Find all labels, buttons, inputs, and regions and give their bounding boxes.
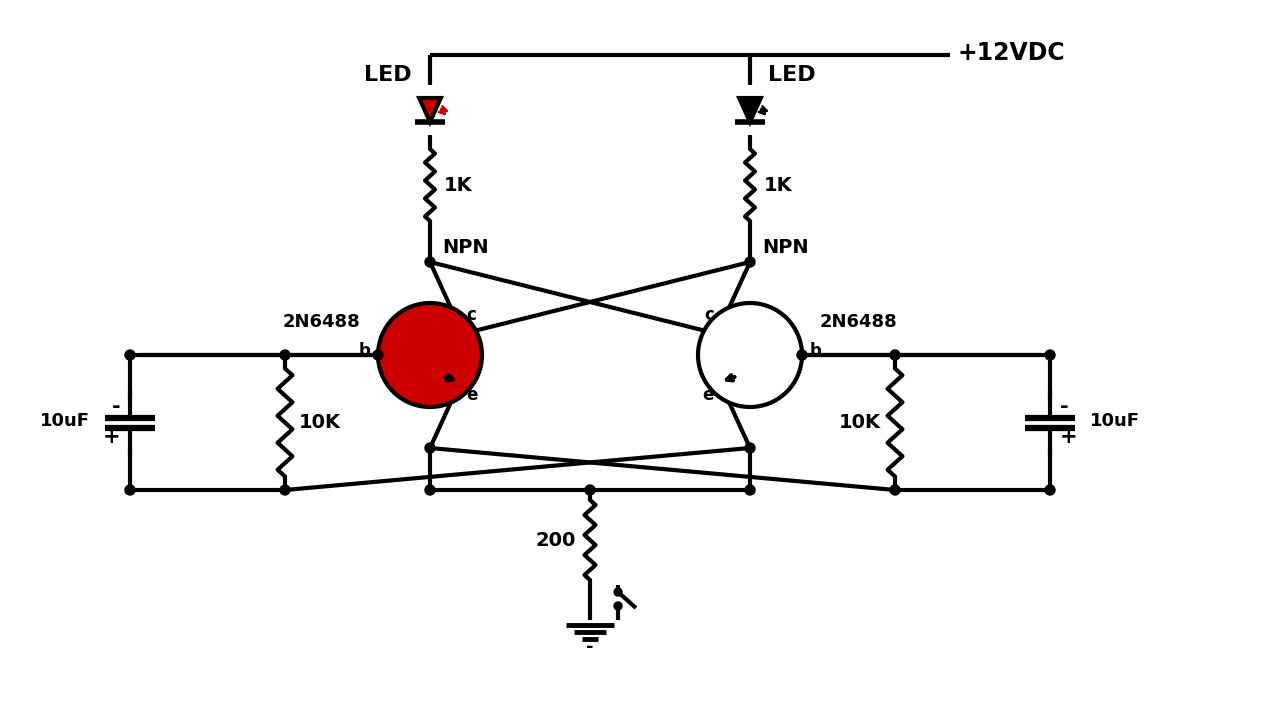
Polygon shape [420,98,440,122]
Text: -: - [1060,397,1069,416]
Text: e: e [703,386,714,404]
Text: b: b [810,342,822,360]
Circle shape [745,485,755,495]
Circle shape [1044,350,1055,360]
Text: 2N6488: 2N6488 [820,313,897,331]
Circle shape [614,588,622,596]
Circle shape [280,350,291,360]
Circle shape [125,350,134,360]
Circle shape [425,257,435,267]
Text: LED: LED [365,65,412,85]
Circle shape [125,485,134,495]
Text: LED: LED [768,65,815,85]
Text: 200: 200 [535,531,576,549]
Text: c: c [704,306,714,324]
Text: e: e [466,386,477,404]
Text: 10uF: 10uF [40,412,90,430]
Text: NPN: NPN [762,238,809,257]
Circle shape [425,443,435,453]
Circle shape [614,602,622,610]
Circle shape [797,350,806,360]
Text: +: + [102,426,120,446]
Polygon shape [740,98,760,122]
Circle shape [372,350,383,360]
Circle shape [585,485,595,495]
Text: -: - [586,638,594,656]
Text: 2N6488: 2N6488 [283,313,360,331]
Text: 10uF: 10uF [1091,412,1140,430]
Circle shape [425,485,435,495]
Text: 10K: 10K [838,413,881,432]
Text: c: c [466,306,476,324]
Text: 1K: 1K [444,176,472,194]
Circle shape [280,485,291,495]
Circle shape [745,443,755,453]
Text: NPN: NPN [442,238,489,257]
Text: -: - [111,397,120,416]
Text: 1K: 1K [764,176,792,194]
Text: +: + [1060,426,1078,446]
Text: +12VDC: +12VDC [957,41,1066,65]
Circle shape [890,485,900,495]
Circle shape [1044,485,1055,495]
Circle shape [698,303,803,407]
Text: 10K: 10K [300,413,340,432]
Circle shape [745,257,755,267]
Circle shape [890,350,900,360]
Text: b: b [358,342,370,360]
Circle shape [378,303,483,407]
